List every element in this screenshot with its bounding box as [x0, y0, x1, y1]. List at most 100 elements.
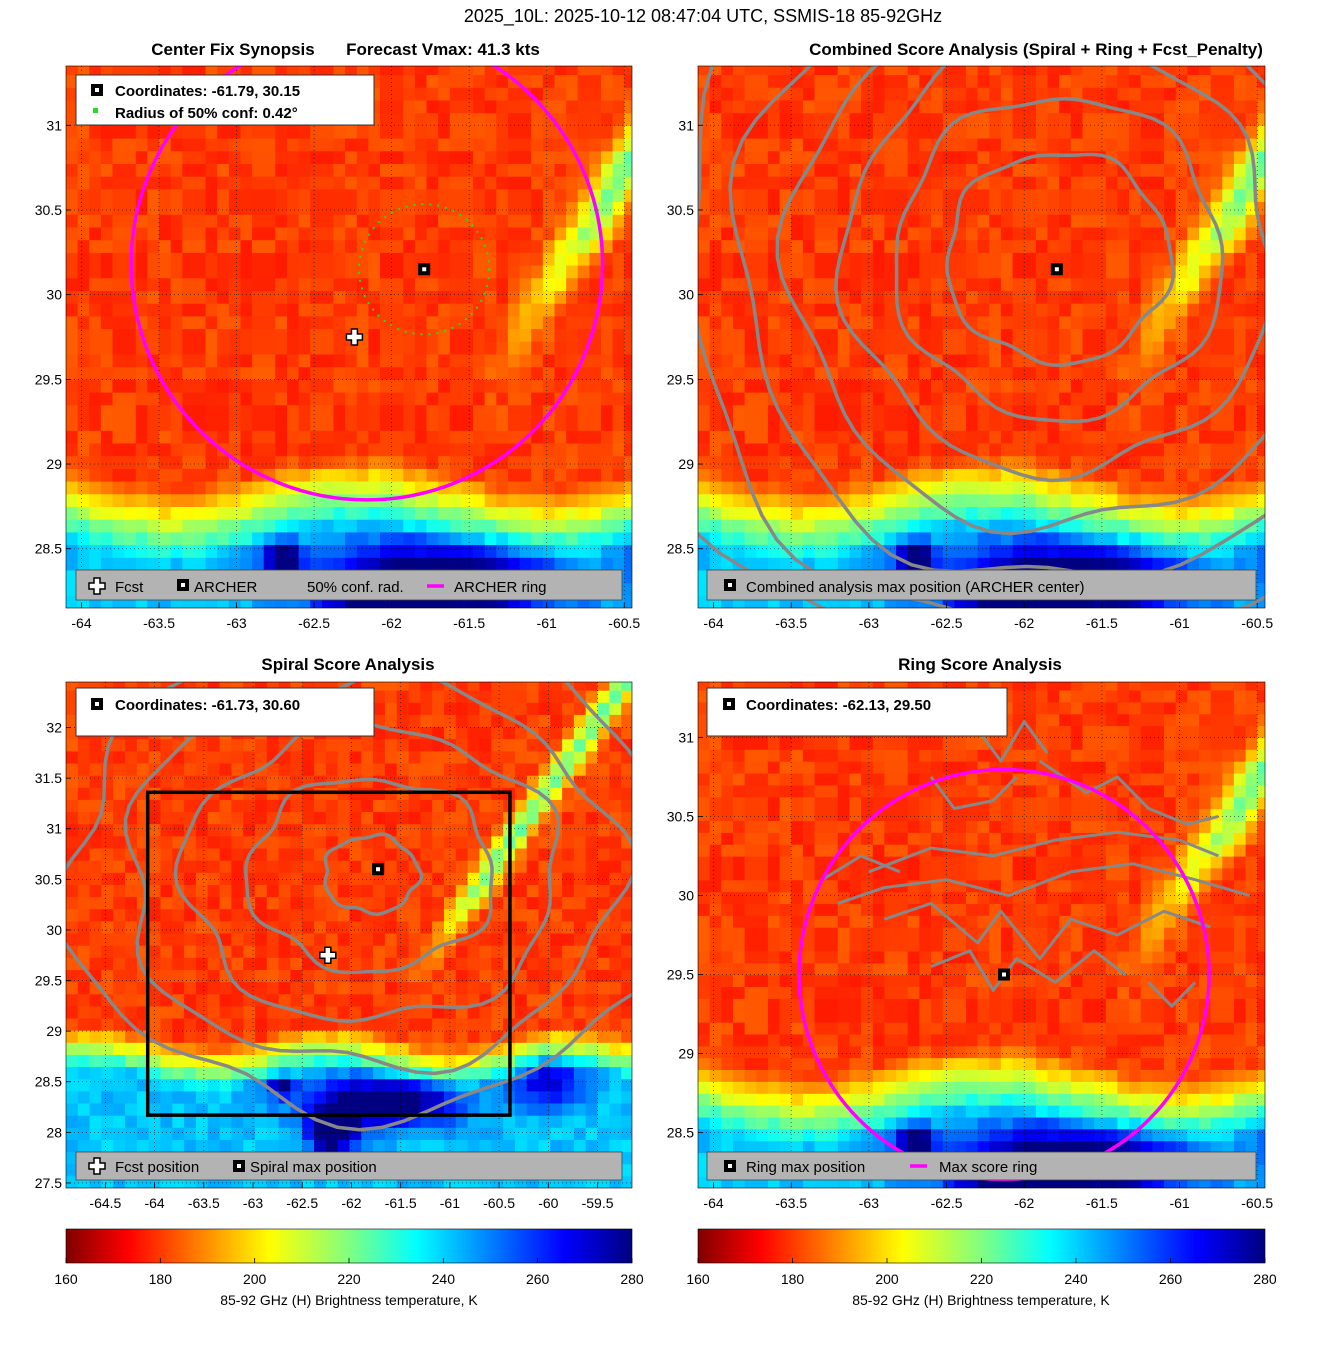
spiral-square-dot [376, 867, 381, 872]
contour-line [1147, 981, 1197, 1008]
y-tick-label: 29 [46, 456, 62, 472]
x-tick-label: -64 [703, 615, 723, 631]
grid-lines [698, 66, 1265, 608]
panel1-title-right: Forecast Vmax: 41.3 kts [346, 40, 540, 59]
x-tick-label: -62.5 [298, 615, 330, 631]
y-tick-label: 29 [678, 456, 694, 472]
colorbar-right: 160 180 200 220 240 260 280 85-92 GHz (H) Brig… [686, 1228, 1277, 1308]
colorbar-tick-label: 180 [149, 1271, 173, 1287]
contour-line [173, 718, 561, 1023]
x-tick-label: -62.5 [931, 615, 963, 631]
x-tick-label: -63 [859, 615, 879, 631]
x-tick-label: -60.5 [483, 1195, 515, 1211]
colorbar-tick-label: 220 [970, 1271, 994, 1287]
colorbar-label: 85-92 GHz (H) Brightness temperature, K [852, 1292, 1110, 1308]
plus-icon [88, 1157, 106, 1175]
x-tick-label: -61 [1169, 615, 1189, 631]
info-coordinates: Coordinates: -61.79, 30.15 [115, 83, 300, 100]
x-tick-label: -62 [382, 615, 402, 631]
colorbar-tick-label: 180 [781, 1271, 805, 1287]
legend-fcst: Fcst [115, 579, 144, 596]
x-tick-label: -61.5 [453, 615, 485, 631]
contour-line [123, 682, 632, 1076]
fcst-marker [319, 946, 337, 964]
contour-line [775, 66, 1265, 536]
spiral-max-marker [372, 863, 385, 876]
legend: Fcst position Spiral max position [75, 1151, 623, 1181]
panel2-title: Combined Score Analysis (Spiral + Ring +… [809, 40, 1263, 59]
info-radius: Radius of 50% conf: 0.42° [115, 105, 298, 122]
colorbar-tick-label: 200 [875, 1271, 899, 1287]
legend-archer: ARCHER [194, 579, 258, 596]
colorbar-tick-label: 260 [1159, 1271, 1183, 1287]
contour-line [66, 682, 632, 1132]
x-tick-label: -60.5 [1241, 1195, 1273, 1211]
ring-square-dot [1002, 972, 1007, 977]
x-tick-label: -62 [1014, 615, 1034, 631]
y-tick-label: 28.5 [667, 1125, 694, 1141]
plot-frame [65, 65, 633, 609]
y-tick-label: 31 [46, 117, 62, 133]
panel-spiral-score: Spiral Score Analysis Coordinates: -61.7… [35, 655, 633, 1211]
axis-ticks: -64 -63.5 -63 -62.5 -62 -61.5 -61 -60.5 28.5 29 29… [667, 729, 1274, 1211]
y-tick-label: 30 [678, 887, 694, 903]
plot-frame [65, 681, 633, 1189]
contour-line [821, 854, 901, 881]
y-tick-label: 30.5 [35, 871, 62, 887]
y-tick-label: 30 [678, 287, 694, 303]
colorbar-ticks: 160 180 200 220 240 260 280 [686, 1258, 1277, 1287]
x-tick-label: -61.5 [385, 1195, 417, 1211]
x-tick-label: -61.5 [1086, 1195, 1118, 1211]
plot-frame [697, 65, 1266, 609]
legend: Combined analysis max position (ARCHER c… [706, 569, 1257, 601]
y-tick-label: 30.5 [667, 808, 694, 824]
contour-line [883, 901, 1212, 961]
axis-ticks: -64 -63.5 -63 -62.5 -62 -61.5 -61 -60.5 28.5 29 29… [667, 117, 1274, 631]
colorbar-gradient [65, 1228, 633, 1264]
colorbar-left: 160 180 200 220 240 260 280 85-92 GHz (H) Brig… [54, 1228, 644, 1308]
colorbar-tick-label: 280 [1253, 1271, 1277, 1287]
grid-lines [698, 682, 1265, 1188]
legend-plus [88, 1157, 106, 1175]
colorbar-tick-label: 280 [620, 1271, 644, 1287]
legend: Fcst ARCHER 50% conf. rad. ARCHER ring [75, 569, 623, 601]
contour-line [1038, 759, 1219, 826]
y-tick-label: 31 [678, 729, 694, 745]
contour-line [868, 830, 1219, 874]
x-tick-label: -63.5 [775, 615, 807, 631]
brightness-temperature-field [66, 682, 632, 1188]
panel-ring-score: Ring Score Analysis Coordinates: -62.13,… [667, 655, 1274, 1211]
y-tick-label: 29.5 [35, 973, 62, 989]
combined-score-contours [698, 66, 1265, 608]
panel-center-fix-synopsis: Center Fix Synopsis Forecast Vmax: 41.3 … [35, 40, 641, 631]
x-tick-label: -62.5 [931, 1195, 963, 1211]
axis-ticks: -64.5 -64 -63.5 -63 -62.5 -62 -61.5 -61 -60.5 -60… [35, 720, 614, 1211]
colorbar-ticks: 160 180 200 220 240 260 280 [54, 1258, 644, 1287]
y-tick-label: 31.5 [35, 770, 62, 786]
confidence-radius-circle [358, 203, 491, 336]
y-tick-label: 28.5 [35, 541, 62, 557]
colorbar-tick-label: 240 [432, 1271, 456, 1287]
x-tick-label: -61 [1169, 1195, 1189, 1211]
legend-fcst-position: Fcst position [115, 1159, 199, 1176]
info-coordinates: Coordinates: -62.13, 29.50 [746, 697, 931, 714]
panel1-title-left: Center Fix Synopsis [151, 40, 314, 59]
contour-line [945, 152, 1175, 367]
plot-frame [697, 681, 1266, 1189]
fcst-plus [345, 328, 364, 346]
archer-square-dot [422, 267, 427, 272]
y-tick-label: 30.5 [667, 202, 694, 218]
y-tick-label: 30.5 [35, 202, 62, 218]
info-box: Coordinates: -61.73, 30.60 [75, 687, 375, 737]
y-tick-label: 30 [46, 922, 62, 938]
contour-line [323, 832, 424, 917]
x-tick-label: -60.5 [1241, 615, 1273, 631]
x-tick-label: -63 [859, 1195, 879, 1211]
x-tick-label: -64 [71, 615, 91, 631]
contour-line [244, 777, 494, 975]
x-tick-label: -64.5 [89, 1195, 121, 1211]
x-tick-label: -64 [703, 1195, 723, 1211]
legend-conf: 50% conf. rad. [307, 579, 404, 596]
combined-max-marker [1050, 263, 1063, 276]
